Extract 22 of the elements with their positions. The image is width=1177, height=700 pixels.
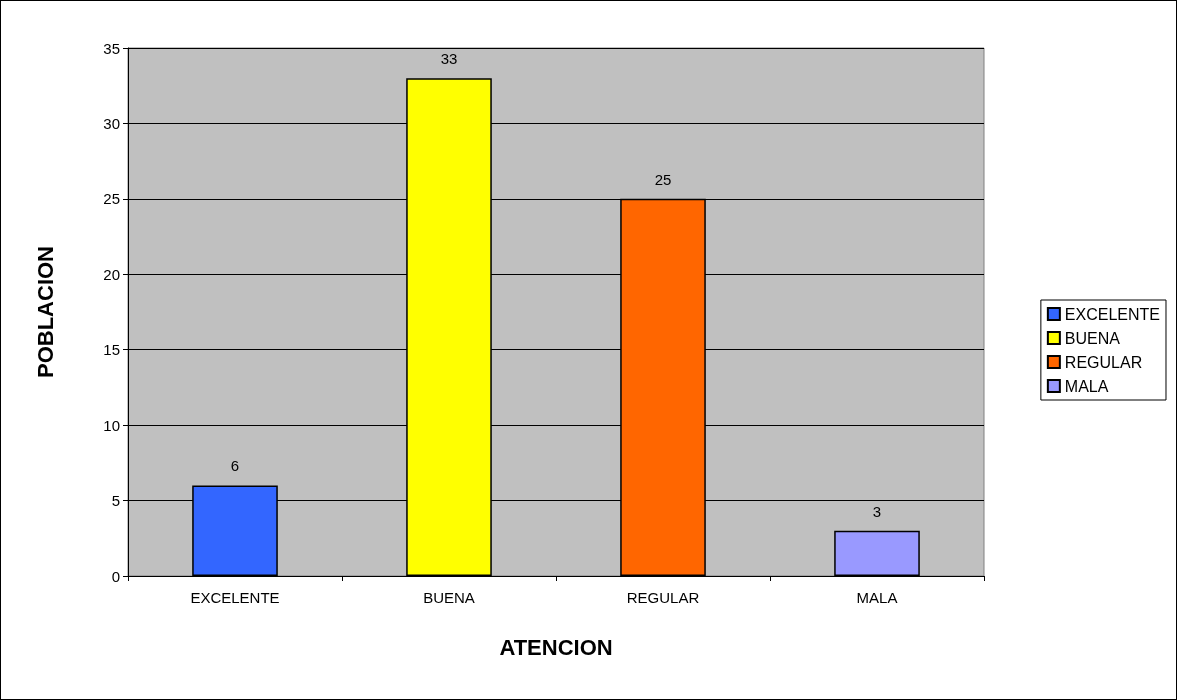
- y-tick-label: 20: [103, 265, 120, 283]
- x-tick-label: MALA: [856, 589, 898, 606]
- y-tick-label: 5: [111, 492, 120, 510]
- y-tick-label: 25: [103, 190, 120, 208]
- x-tick-label: EXCELENTE: [190, 589, 280, 606]
- legend-label: REGULAR: [1064, 353, 1143, 371]
- data-label: 33: [440, 50, 458, 68]
- y-tick-label: 0: [111, 567, 120, 585]
- x-tick-label: REGULAR: [626, 589, 700, 606]
- y-tick-label: 30: [103, 114, 120, 132]
- y-tick-label: 15: [103, 341, 120, 359]
- data-label: 6: [230, 457, 240, 475]
- data-label: 3: [872, 502, 882, 520]
- y-tick-label: 10: [103, 416, 120, 434]
- x-tick-label: BUENA: [423, 589, 475, 606]
- legend-label: MALA: [1064, 377, 1109, 395]
- legend-label: EXCELENTE: [1064, 305, 1160, 323]
- y-axis-title: POBLACION: [32, 246, 58, 378]
- data-label: 25: [654, 170, 672, 188]
- legend-label: BUENA: [1064, 329, 1121, 347]
- y-tick-label: 35: [103, 39, 120, 57]
- x-axis-title: ATENCION: [499, 634, 613, 660]
